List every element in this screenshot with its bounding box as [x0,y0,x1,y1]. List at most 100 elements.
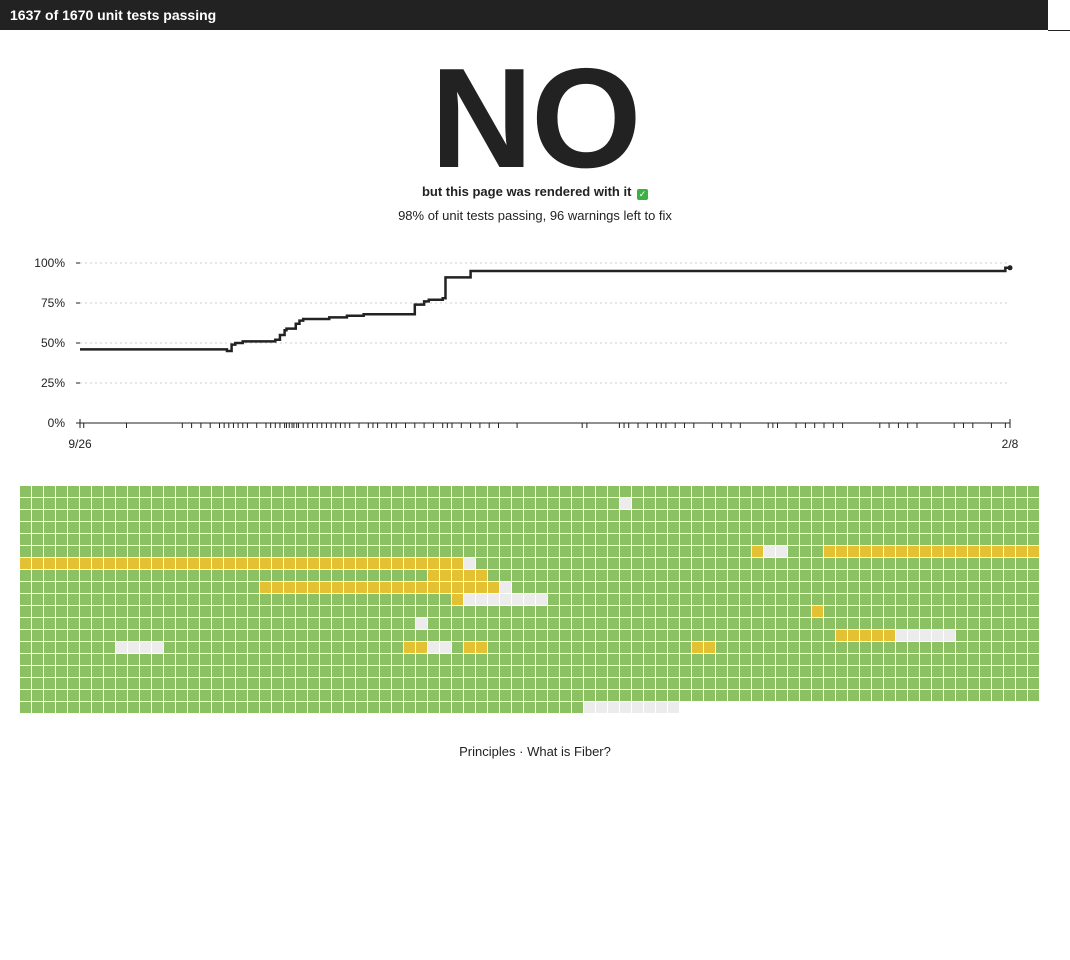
test-cell-passing [200,654,211,665]
test-cell-passing [284,690,295,701]
test-cell-warning [440,558,451,569]
test-cell-passing [44,702,55,713]
test-cell-passing [380,654,391,665]
test-cell-passing [860,486,871,497]
test-cell-passing [524,498,535,509]
fiber-link[interactable]: What is Fiber? [527,744,611,759]
test-cell-passing [632,618,643,629]
test-cell-passing [764,522,775,533]
test-cell-passing [716,618,727,629]
test-cell-passing [572,510,583,521]
test-cell-passing [416,606,427,617]
test-cell-passing [452,522,463,533]
test-cell-passing [1028,666,1039,677]
test-cell-passing [836,582,847,593]
test-cell-passing [968,582,979,593]
test-cell-passing [764,570,775,581]
test-cell-passing [368,570,379,581]
test-cell-passing [392,690,403,701]
test-cell-failing [620,498,631,509]
test-cell-passing [56,678,67,689]
test-cell-passing [272,570,283,581]
test-cell-passing [164,618,175,629]
test-cell-passing [956,510,967,521]
principles-link[interactable]: Principles [459,744,516,759]
test-cell-passing [476,486,487,497]
test-cell-passing [968,666,979,677]
test-cell-passing [620,690,631,701]
test-cell-passing [860,594,871,605]
test-cell-passing [200,642,211,653]
test-cell-passing [1016,630,1027,641]
test-cell-passing [344,498,355,509]
test-cell-passing [128,606,139,617]
test-cell-passing [980,678,991,689]
test-cell-passing [536,558,547,569]
test-cell-passing [920,666,931,677]
test-cell-passing [524,510,535,521]
test-cell-passing [644,582,655,593]
test-cell-passing [716,534,727,545]
test-cell-passing [1028,642,1039,653]
test-cell-passing [1016,498,1027,509]
test-cell-passing [572,558,583,569]
test-cell-passing [236,510,247,521]
test-cell-passing [680,594,691,605]
test-cell-passing [800,486,811,497]
test-cell-passing [1016,618,1027,629]
test-cell-passing [236,486,247,497]
test-cell-passing [104,666,115,677]
test-cell-passing [728,486,739,497]
test-cell-passing [848,642,859,653]
test-cell-passing [824,678,835,689]
test-cell-passing [56,570,67,581]
test-cell-passing [416,594,427,605]
test-cell-passing [152,618,163,629]
test-cell-passing [764,678,775,689]
test-cell-passing [500,570,511,581]
test-cell-passing [416,486,427,497]
test-cell-passing [140,534,151,545]
test-cell-passing [236,522,247,533]
test-cell-passing [188,690,199,701]
test-cell-passing [644,522,655,533]
test-cell-passing [560,558,571,569]
test-cell-passing [152,534,163,545]
test-cell-passing [308,642,319,653]
test-cell-passing [176,522,187,533]
test-cell-warning [356,558,367,569]
test-cell-passing [164,486,175,497]
test-cell-passing [200,570,211,581]
test-cell-passing [236,678,247,689]
test-cell-passing [140,522,151,533]
test-cell-passing [200,606,211,617]
test-cell-passing [944,486,955,497]
test-cell-passing [596,534,607,545]
test-cell-warning [440,582,451,593]
test-cell-warning [104,558,115,569]
test-cell-passing [68,594,79,605]
test-cell-passing [596,594,607,605]
test-cell-passing [92,642,103,653]
test-cell-passing [488,570,499,581]
test-cell-passing [440,702,451,713]
test-cell-passing [296,678,307,689]
test-cell-warning [296,582,307,593]
test-cell-passing [32,630,43,641]
test-cell-passing [512,606,523,617]
test-cell-passing [800,498,811,509]
test-cell-passing [620,486,631,497]
test-cell-passing [512,534,523,545]
test-cell-passing [764,510,775,521]
test-cell-passing [884,534,895,545]
test-cell-failing [644,702,655,713]
test-cell-passing [416,654,427,665]
test-cell-passing [968,630,979,641]
test-cell-warning [296,558,307,569]
test-cell-passing [524,690,535,701]
test-cell-passing [944,690,955,701]
test-cell-passing [392,486,403,497]
test-cell-passing [764,642,775,653]
test-cell-passing [20,570,31,581]
test-cell-passing [260,630,271,641]
